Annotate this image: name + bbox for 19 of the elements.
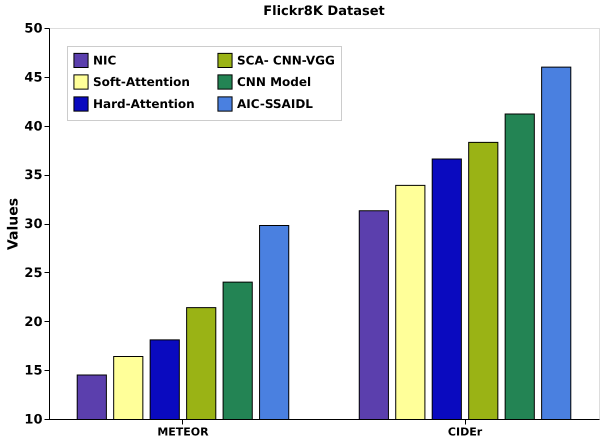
legend-label: AIC-SSAIDL	[237, 97, 314, 111]
y-axis-title: Values	[5, 198, 22, 250]
chart-title: Flickr8K Dataset	[263, 4, 385, 19]
y-tick-label: 10	[24, 412, 42, 428]
legend-label: Hard-Attention	[93, 97, 195, 111]
y-tick-label: 25	[24, 266, 42, 281]
legend-label: NIC	[93, 53, 117, 68]
legend-label: CNN Model	[237, 75, 312, 89]
y-tick-label: 20	[24, 314, 42, 330]
x-tick-label: METEOR	[157, 426, 210, 438]
legend-label: Soft-Attention	[93, 75, 190, 89]
y-tick-label: 45	[24, 70, 42, 86]
legend-label: SCA- CNN-VGG	[237, 53, 335, 68]
y-tick-label: 15	[24, 364, 42, 379]
y-tick-label: 50	[24, 22, 42, 36]
y-tick-label: 35	[24, 168, 42, 184]
x-tick-label: CIDEr	[448, 426, 483, 438]
y-tick-label: 40	[24, 119, 42, 134]
y-tick-label: 30	[24, 217, 42, 232]
